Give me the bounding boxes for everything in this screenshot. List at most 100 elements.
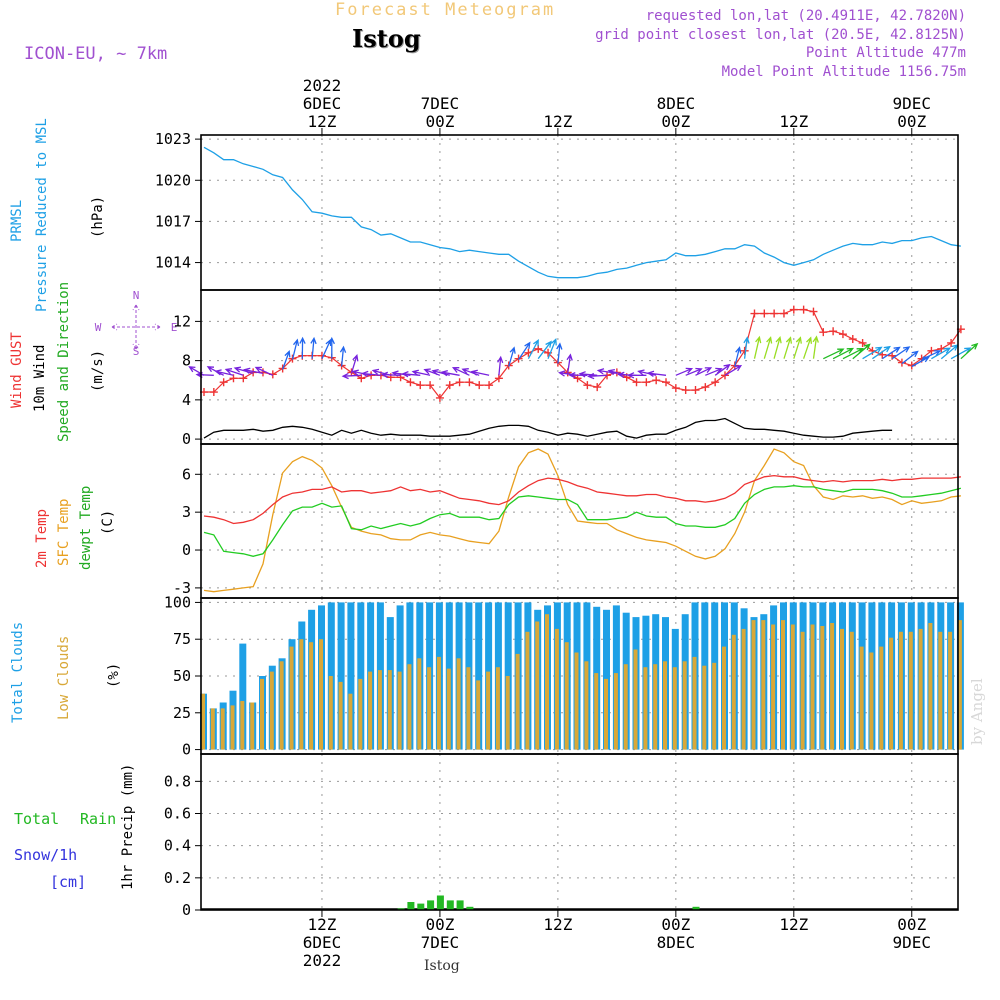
wind-arrow [508, 346, 516, 367]
top-time-label: 9DEC [892, 94, 931, 113]
low-cloud-bar [289, 646, 294, 750]
gust-marker [652, 376, 661, 385]
gust-marker [583, 381, 592, 390]
gust-marker [858, 338, 867, 347]
gust-marker [838, 330, 847, 339]
precip-total-label: Total [14, 810, 60, 828]
total-cloud-bar [239, 643, 247, 750]
wind-arrow [753, 335, 762, 359]
gust-marker [681, 386, 690, 395]
low-cloud-label: Low Clouds [56, 635, 72, 720]
rain-bar [456, 900, 464, 910]
pressure-line [203, 146, 961, 279]
y-tick-label-precip: 0.2 [164, 869, 191, 887]
low-cloud-bar [397, 671, 402, 750]
top-time-label: 00Z [661, 112, 690, 131]
gust-marker [593, 383, 602, 392]
y-tick-label-clouds: 50 [173, 667, 191, 685]
wind-arrow [802, 336, 813, 359]
bottom-time-label: 12Z [779, 915, 808, 934]
low-cloud-bar [731, 634, 736, 750]
top-time-label: 00Z [425, 112, 454, 131]
total-cloud-bar [347, 602, 355, 750]
wind-arrow [823, 348, 845, 360]
low-cloud-bar [722, 646, 726, 750]
grid-layer [201, 135, 958, 911]
low-cloud-bar [613, 673, 618, 750]
wind-arrow [391, 370, 411, 377]
low-cloud-bar [328, 676, 333, 750]
low-cloud-bar [525, 631, 530, 750]
y-tick-label-temp: -3 [173, 579, 191, 597]
wind-arrow [931, 347, 952, 360]
y-tick-label-clouds: 100 [164, 593, 191, 611]
wind-arrow [960, 342, 979, 360]
model-name: ICON-EU, ~ 7km [24, 44, 168, 64]
low-cloud-bar [948, 631, 953, 750]
wind-arrow [812, 335, 819, 359]
low-cloud-bar [377, 670, 382, 750]
gust-marker [239, 374, 248, 383]
low-cloud-bar [250, 702, 255, 750]
wind-arrow [411, 369, 431, 376]
footer-station: Istog [424, 958, 460, 974]
wind-arrow [341, 372, 362, 380]
low-cloud-bar [830, 623, 835, 750]
rain-bar [427, 900, 435, 910]
low-cloud-bar [309, 642, 314, 750]
low-cloud-bar [781, 620, 785, 750]
low-cloud-bar [574, 652, 579, 750]
top-time-label: 2022 [303, 76, 342, 95]
wind-arrow [431, 369, 450, 376]
dewpt-label: dewpt Temp [78, 485, 94, 570]
wind-arrow [214, 369, 234, 376]
wind-arrow [224, 368, 244, 376]
wind-arrow [497, 355, 504, 376]
top-time-label: 00Z [897, 112, 926, 131]
wind-arrow [587, 372, 608, 380]
dewpt-temp-line [203, 485, 962, 557]
bottom-time-label: 12Z [543, 915, 572, 934]
wind-arrow [440, 369, 460, 377]
compass-e: E [171, 321, 178, 334]
y-tick-label-temp: 6 [182, 465, 191, 483]
low-cloud-bar [790, 624, 795, 750]
gust-marker [789, 305, 798, 314]
rain-bar [407, 902, 415, 910]
wind-arrow [254, 366, 274, 376]
low-cloud-bar [299, 639, 304, 750]
compass-w: W [95, 321, 102, 334]
low-cloud-bar [712, 662, 717, 750]
gust-marker [435, 393, 444, 402]
rain-bar [692, 906, 700, 910]
wind-arrow [743, 336, 750, 359]
gust-marker [897, 358, 906, 367]
wind-arrow [243, 367, 264, 375]
wind-label: 10m Wind [32, 344, 48, 412]
y-tick-label-clouds: 0 [182, 741, 191, 759]
precip-rain-label: Rain [80, 810, 117, 828]
wind-arrow [281, 349, 291, 370]
gust-marker [720, 371, 729, 380]
low-cloud-bar [771, 624, 776, 750]
y-tick-label-precip: 0.6 [164, 805, 191, 823]
compass-rose [111, 304, 161, 350]
wind-arrow [724, 365, 743, 376]
grid-point-coords: grid point closest lon,lat (20.5E, 42.81… [595, 27, 966, 43]
bottom-time-label: 7DEC [421, 933, 460, 952]
gust-marker [770, 309, 779, 318]
low-cloud-bar [201, 693, 205, 750]
low-cloud-bar [417, 658, 422, 750]
wind-arrow [195, 371, 214, 379]
low-cloud-bar [505, 676, 510, 750]
y-tick-label-temp: 3 [182, 503, 191, 521]
bottom-time-label: 2022 [303, 951, 342, 970]
low-cloud-bar [456, 658, 461, 750]
y-tick-label-temp: 0 [182, 541, 191, 559]
pressure-label-1: PRMSL [9, 199, 25, 242]
low-cloud-bar [672, 667, 677, 750]
wind-arrow [568, 372, 588, 379]
wind-unit: (m/s) [90, 349, 106, 392]
low-cloud-bar [741, 628, 746, 750]
gust-marker [701, 383, 710, 392]
